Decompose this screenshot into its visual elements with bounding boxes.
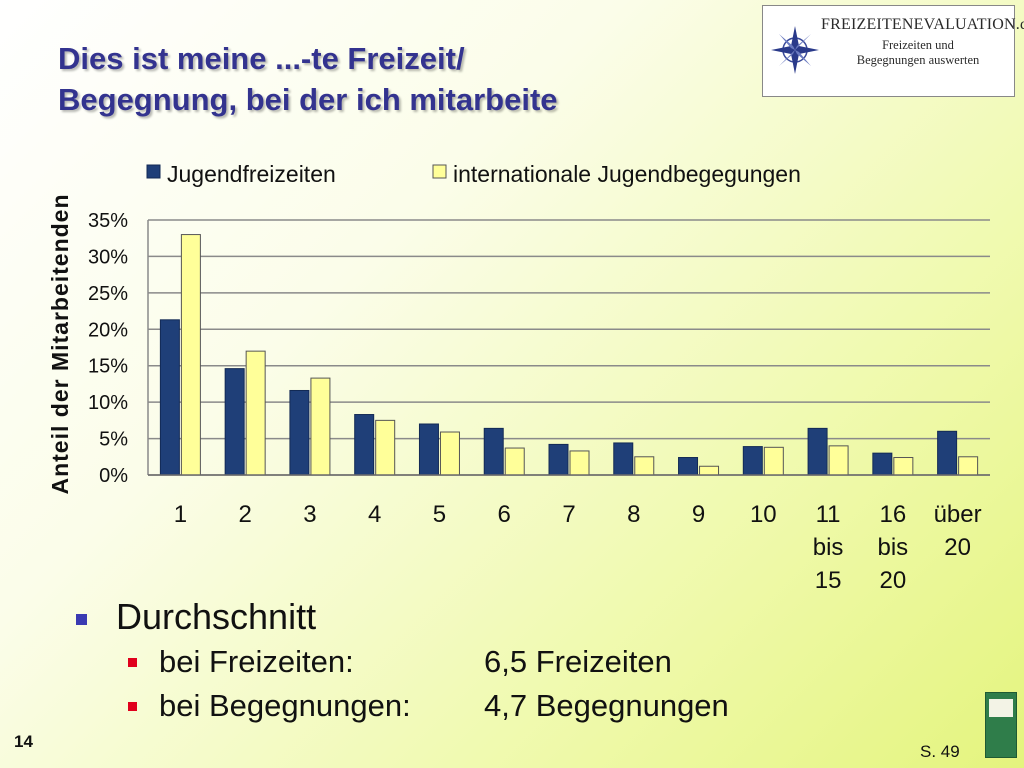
bar-begegnungen: [699, 465, 720, 476]
bar-jugendfreizeiten: [613, 442, 634, 476]
bar-jugendfreizeiten: [354, 414, 375, 476]
bar-jugendfreizeiten: [548, 443, 569, 476]
bullet-square-icon: [128, 658, 137, 667]
y-tick-label: 30%: [88, 246, 128, 268]
logo-box: FREIZEITENEVALUATION.de Freizeiten und B…: [762, 5, 1024, 97]
bar-begegnungen: [763, 446, 784, 476]
bar-jugendfreizeiten: [742, 446, 763, 476]
bar-begegnungen: [310, 377, 331, 476]
x-tick-label: 10: [750, 501, 777, 528]
title-line-1: Dies ist meine ...-te Freizeit/: [58, 41, 465, 76]
legend-label: Jugendfreizeiten: [167, 161, 336, 187]
y-tick-label: 35%: [88, 210, 128, 232]
slide-title: Dies ist meine ...-te Freizeit/ Begegnun…: [58, 38, 558, 120]
y-tick-label: 20%: [88, 319, 128, 341]
x-tick-label: 3: [303, 501, 316, 528]
x-tick-label: über 20: [934, 501, 982, 561]
x-tick-label: 6: [498, 501, 511, 528]
bar-begegnungen: [504, 447, 525, 476]
y-axis-title: Anteil der Mitarbeitenden: [47, 193, 73, 494]
bullet-square-icon: [128, 702, 137, 711]
x-tick-label: 1: [174, 501, 187, 528]
bar-begegnungen: [439, 431, 460, 476]
y-tick-label: 0%: [99, 465, 128, 487]
logo-subtitle-line-2: Begegnungen auswerten: [856, 53, 980, 67]
bar-jugendfreizeiten: [483, 427, 504, 476]
bullet-item-label: bei Begegnungen:: [159, 688, 411, 723]
bar-chart: 0% 5% 10% 15% 20% 25% 30% 35% Anteil der Mitarbe…: [47, 161, 990, 594]
logo-subtitle-line-1: Freizeiten und: [882, 38, 954, 52]
x-tick-label: 4: [368, 501, 381, 528]
y-tick-label: 10%: [88, 392, 128, 414]
x-tick-label: 7: [562, 501, 575, 528]
bullet-main-text: Durchschnitt: [116, 596, 317, 637]
bar-begegnungen: [245, 350, 266, 476]
x-tick-label: 5: [433, 501, 446, 528]
bar-jugendfreizeiten: [678, 457, 699, 476]
bar-begegnungen: [634, 456, 655, 476]
x-tick-label: 8: [627, 501, 640, 528]
bullet-item-label: bei Freizeiten:: [159, 644, 354, 679]
logo-brand: FREIZEITENEVALUATION.de: [821, 16, 1024, 33]
x-tick-label: 11 bis 15: [813, 501, 844, 594]
book-cover-icon: [985, 692, 1017, 758]
bar-begegnungen: [958, 456, 979, 476]
title-line-2: Begegnung, bei der ich mitarbeite: [58, 82, 558, 117]
bullet-item-value: 4,7 Begegnungen: [484, 688, 729, 723]
page-number: 14: [14, 732, 33, 751]
x-tick-label: 9: [692, 501, 705, 528]
bar-jugendfreizeiten: [937, 430, 958, 476]
bar-begegnungen: [569, 450, 590, 476]
y-tick-label: 15%: [88, 356, 128, 378]
bullet-square-icon: [76, 614, 87, 625]
bar-jugendfreizeiten: [289, 389, 310, 476]
bar-begegnungen: [375, 419, 396, 476]
bar-jugendfreizeiten: [418, 423, 439, 476]
bar-begegnungen: [893, 457, 914, 476]
bar-jugendfreizeiten: [159, 319, 180, 476]
legend-swatch: [146, 164, 161, 179]
bar-begegnungen: [828, 445, 849, 476]
bar-jugendfreizeiten: [807, 427, 828, 476]
y-tick-label: 25%: [88, 283, 128, 305]
bar-begegnungen: [180, 234, 201, 476]
x-tick-label: 16 bis 20: [878, 501, 909, 594]
compass-rose-icon: [771, 26, 819, 74]
bullet-item-value: 6,5 Freizeiten: [484, 644, 672, 679]
bar-jugendfreizeiten: [224, 368, 245, 476]
bar-jugendfreizeiten: [872, 452, 893, 476]
legend-swatch: [432, 164, 447, 179]
x-tick-label: 2: [238, 501, 251, 528]
page-reference: S. 49: [920, 742, 960, 761]
y-tick-label: 5%: [99, 429, 128, 451]
legend-label: internationale Jugendbegegungen: [453, 161, 801, 187]
logo-subtitle: Freizeiten und Begegnungen auswerten: [843, 38, 993, 68]
